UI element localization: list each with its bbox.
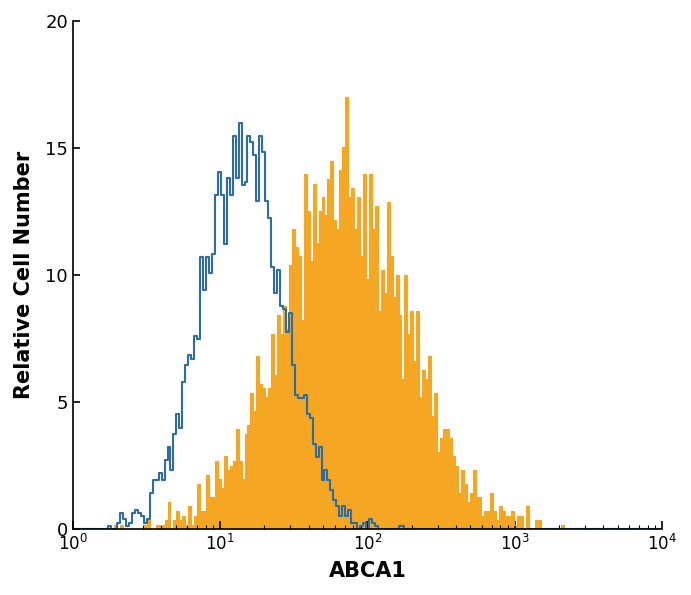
Y-axis label: Relative Cell Number: Relative Cell Number <box>14 151 34 399</box>
X-axis label: ABCA1: ABCA1 <box>328 561 406 581</box>
